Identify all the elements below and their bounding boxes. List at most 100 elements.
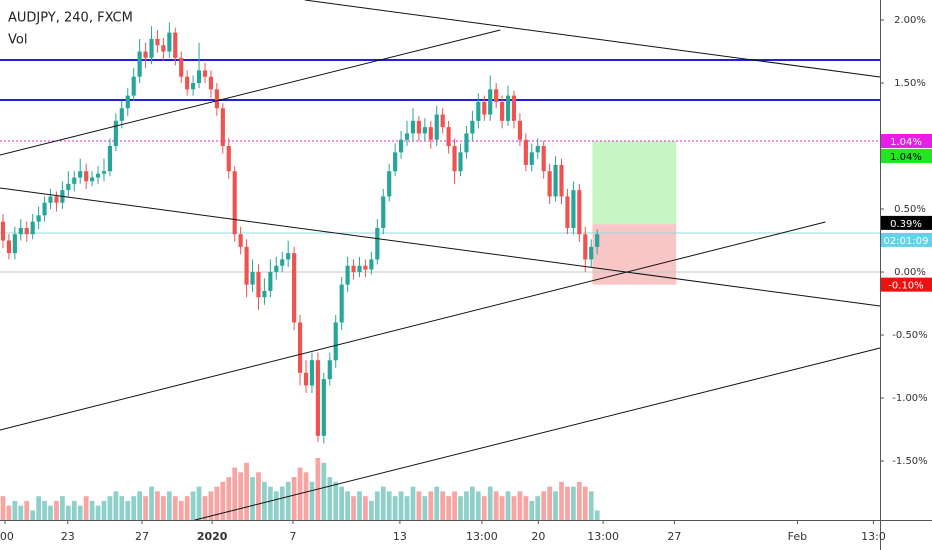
candle-body — [101, 171, 107, 174]
y-tick-label: 1.50% — [894, 78, 926, 89]
volume-bar — [107, 496, 113, 520]
volume-bar — [0, 496, 6, 520]
candle-body — [387, 171, 392, 197]
candle-body — [553, 164, 558, 197]
volume-bar — [36, 496, 41, 520]
volume-bar — [553, 491, 558, 520]
volume-bar — [279, 486, 285, 520]
volume-bar — [339, 486, 345, 520]
candle-body — [185, 76, 190, 90]
volume-bar — [446, 496, 451, 520]
volume-bar — [190, 491, 196, 520]
volume-bar — [582, 486, 588, 520]
volume-bar — [517, 491, 523, 520]
candle-body — [440, 114, 445, 128]
volume-bar — [71, 500, 77, 520]
candle-body — [256, 272, 261, 298]
x-tick-label: 13:00 — [466, 530, 498, 543]
candle-body — [173, 32, 178, 58]
candle-body — [458, 152, 463, 172]
volume-bar — [113, 491, 119, 520]
candle-body — [137, 51, 142, 77]
volume-bar — [119, 496, 125, 520]
volume-bar — [291, 477, 297, 520]
candle-body — [274, 265, 279, 273]
candle-body — [422, 127, 427, 134]
trend-line — [0, 221, 826, 431]
candle-body — [363, 265, 368, 270]
candle-body — [268, 272, 273, 291]
x-tick-label: 27 — [135, 530, 149, 543]
volume-bar — [452, 491, 457, 520]
volume-bar — [594, 510, 600, 520]
candle-body — [547, 171, 552, 197]
volume-bar — [226, 477, 232, 520]
symbol-title: AUDJPY, 240, FXCM — [8, 11, 133, 26]
x-tick-label: 13 — [393, 530, 407, 543]
volume-bar — [357, 491, 362, 520]
candle-body — [244, 246, 249, 285]
volume-bar — [487, 486, 493, 520]
volume-bar — [416, 491, 422, 520]
candle-body — [404, 133, 410, 140]
candle-body — [464, 133, 469, 153]
candle-body — [297, 322, 303, 373]
trend-line — [0, 187, 881, 307]
volume-label: Vol — [8, 33, 27, 48]
candle-body — [517, 120, 522, 140]
countdown-label: 02:01:09 — [884, 236, 929, 247]
candle-body — [583, 234, 588, 260]
volume-bar — [202, 496, 208, 520]
candle-body — [375, 227, 380, 260]
volume-bar — [493, 491, 499, 520]
candle-body — [12, 234, 17, 254]
candle-body — [226, 146, 231, 172]
volume-bar — [458, 496, 463, 520]
candle-body — [250, 272, 255, 285]
volume-bar — [541, 491, 547, 520]
candle-body — [149, 38, 154, 58]
price-tag — [881, 133, 932, 148]
volume-bar — [285, 481, 291, 520]
volume-bar — [481, 496, 487, 520]
candle-body — [220, 108, 225, 147]
candle-body — [95, 173, 101, 178]
candle-body — [369, 259, 374, 270]
volume-bar — [523, 496, 529, 520]
y-tick-label: -0.50% — [892, 330, 927, 341]
candle-body — [196, 70, 202, 84]
volume-bar — [422, 496, 428, 520]
volume-bar — [238, 472, 244, 520]
volume-bar — [547, 486, 553, 520]
volume-bar — [149, 486, 154, 520]
volume-bar — [428, 491, 434, 520]
volume-bar — [214, 486, 220, 520]
volume-bar — [232, 467, 238, 520]
candle-body — [238, 234, 243, 247]
candle-body — [191, 83, 196, 90]
candle-body — [36, 215, 41, 222]
volume-bar — [125, 500, 131, 520]
candle-body — [292, 253, 297, 323]
candle-body — [357, 265, 362, 273]
volume-bar — [6, 505, 12, 520]
volume-bar — [172, 496, 178, 520]
position-profit — [592, 140, 677, 225]
volume-bar — [60, 496, 65, 520]
candle-body — [54, 196, 59, 203]
candle-body — [500, 101, 505, 121]
candle-body — [577, 190, 582, 235]
candle-body — [529, 152, 534, 165]
volume-bar — [256, 472, 261, 520]
volume-bar — [196, 486, 202, 520]
candle-body — [303, 372, 309, 386]
candle-body — [327, 360, 332, 380]
candle-body — [511, 95, 517, 121]
volume-bar — [155, 491, 160, 520]
candle-body — [505, 95, 511, 121]
candle-body — [416, 120, 421, 134]
candle-body — [18, 227, 23, 235]
volume-bar — [184, 496, 190, 520]
volume-bar — [95, 505, 101, 520]
price-tag — [881, 277, 932, 292]
